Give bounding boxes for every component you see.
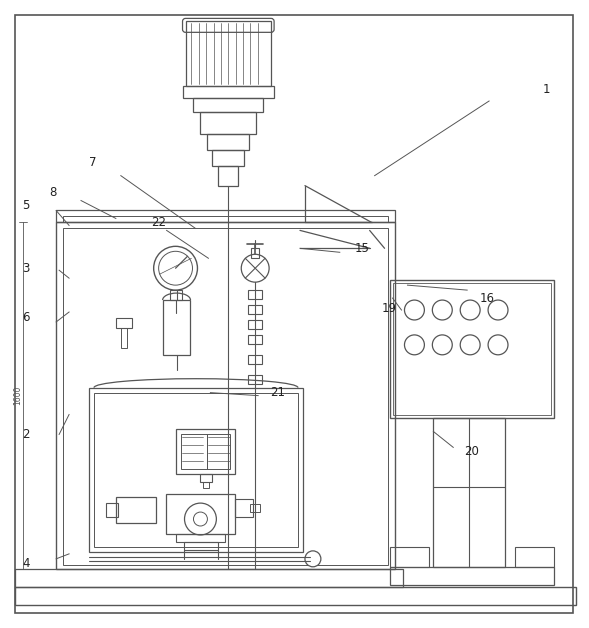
Bar (193, 98, 263, 112)
Bar (63, 229, 388, 565)
Text: 8: 8 (49, 186, 57, 199)
Bar (176, 534, 226, 542)
Bar (203, 482, 210, 488)
Bar (248, 320, 262, 329)
Text: 7: 7 (89, 156, 97, 169)
Bar (181, 435, 207, 469)
Text: 22: 22 (151, 216, 166, 229)
Bar (200, 474, 213, 482)
Bar (389, 280, 554, 418)
Bar (389, 547, 429, 567)
Bar (170, 290, 181, 300)
Circle shape (184, 503, 216, 535)
Bar (184, 542, 219, 550)
Text: 1600: 1600 (13, 386, 22, 405)
Bar (248, 355, 262, 364)
Bar (251, 248, 259, 258)
Bar (207, 134, 249, 150)
Bar (248, 305, 262, 314)
Bar (248, 335, 262, 344)
Bar (63, 217, 388, 222)
Bar (116, 497, 155, 523)
Text: 16: 16 (479, 291, 495, 305)
Bar (94, 392, 298, 547)
Bar (163, 300, 190, 355)
Bar (392, 283, 551, 414)
Bar (176, 430, 235, 474)
Bar (213, 150, 244, 166)
Bar (121, 328, 127, 348)
Bar (434, 418, 505, 567)
Bar (15, 587, 575, 605)
Text: 5: 5 (22, 199, 30, 212)
Bar (106, 503, 118, 517)
Bar (89, 387, 303, 552)
Bar (248, 375, 262, 384)
Text: 1: 1 (543, 82, 551, 95)
Text: 6: 6 (22, 311, 30, 325)
Bar (15, 569, 403, 587)
Text: 2: 2 (22, 428, 30, 441)
Text: 20: 20 (464, 445, 479, 458)
Bar (56, 210, 395, 222)
Bar (389, 567, 554, 585)
Bar (515, 547, 554, 567)
Text: 4: 4 (22, 557, 30, 570)
Bar (200, 112, 256, 134)
Circle shape (305, 551, 321, 567)
Text: 3: 3 (22, 262, 30, 274)
Bar (183, 86, 274, 98)
Bar (186, 21, 271, 86)
Bar (56, 222, 395, 569)
Text: 19: 19 (382, 301, 397, 315)
Bar (248, 290, 262, 299)
Text: 15: 15 (354, 242, 369, 255)
Bar (235, 499, 253, 517)
Bar (166, 494, 235, 534)
Bar (250, 504, 260, 512)
Bar (116, 318, 132, 328)
Bar (207, 435, 230, 469)
Text: 21: 21 (270, 386, 286, 399)
Bar (219, 166, 239, 186)
